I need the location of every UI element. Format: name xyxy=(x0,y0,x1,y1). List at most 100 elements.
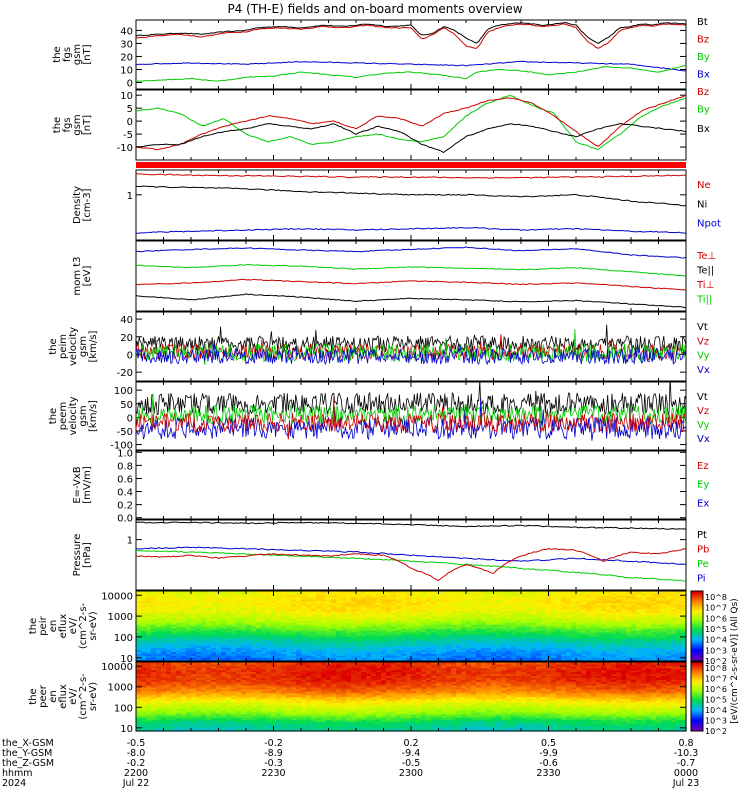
heatmap-cell xyxy=(661,645,667,648)
heatmap-cell xyxy=(136,723,142,726)
heatmap-cell xyxy=(606,727,612,730)
heatmap-cell xyxy=(356,618,362,621)
heatmap-cell xyxy=(171,657,177,660)
heatmap-cell xyxy=(636,610,642,613)
heatmap-cell xyxy=(236,614,242,617)
heatmap-cell xyxy=(486,591,492,594)
heatmap-cell xyxy=(226,598,232,602)
heatmap-cell xyxy=(576,610,582,613)
heatmap-cell xyxy=(281,629,287,633)
heatmap-cell xyxy=(271,606,277,610)
heatmap-cell xyxy=(601,622,607,625)
heatmap-cell xyxy=(141,651,147,654)
heatmap-cell xyxy=(246,618,252,621)
heatmap-cell xyxy=(336,729,342,732)
heatmap-cell xyxy=(326,602,332,606)
heatmap-cell xyxy=(281,598,287,602)
heatmap-cell xyxy=(141,606,147,610)
heatmap-cell xyxy=(156,657,162,660)
heatmap-cell xyxy=(676,659,682,662)
heatmap-cell xyxy=(316,653,322,656)
heatmap-cell xyxy=(311,596,317,600)
heatmap-cell xyxy=(596,594,602,598)
heatmap-cell xyxy=(321,649,327,652)
heatmap-cell xyxy=(246,606,252,610)
heatmap-cell xyxy=(146,649,152,652)
heatmap-cell xyxy=(261,633,267,637)
heatmap-cell xyxy=(586,649,592,652)
heatmap-cell xyxy=(611,629,617,633)
heatmap-cell xyxy=(191,651,197,654)
heatmap-cell xyxy=(236,651,242,654)
heatmap-cell xyxy=(231,659,237,662)
heatmap-cell xyxy=(486,723,492,726)
heatmap-cell xyxy=(636,591,642,594)
heatmap-cell xyxy=(236,637,242,641)
heatmap-cell xyxy=(531,723,537,726)
heatmap-cell xyxy=(336,600,342,604)
heatmap-cell xyxy=(491,626,497,629)
heatmap-cell xyxy=(181,596,187,600)
heatmap-cell xyxy=(426,624,432,627)
panel-frame xyxy=(135,169,687,241)
heatmap-cell xyxy=(616,649,622,652)
heatmap-cell xyxy=(346,641,352,645)
heatmap-cell xyxy=(196,651,202,654)
heatmap-cell xyxy=(466,639,472,643)
heatmap-cell xyxy=(656,600,662,604)
heatmap-cell xyxy=(476,610,482,613)
heatmap-cell xyxy=(496,643,502,647)
heatmap-cell xyxy=(136,608,142,612)
heatmap-cell xyxy=(606,645,612,648)
heatmap-cell xyxy=(166,620,172,623)
heatmap-cell xyxy=(456,592,462,596)
heatmap-cell xyxy=(376,655,382,658)
heatmap-cell xyxy=(616,592,622,596)
heatmap-cell xyxy=(246,627,252,631)
heatmap-cell xyxy=(211,626,217,629)
heatmap-cell xyxy=(141,643,147,647)
heatmap-cell xyxy=(411,651,417,654)
heatmap-cell xyxy=(196,643,202,647)
heatmap-cell xyxy=(606,610,612,613)
heatmap-cell xyxy=(461,606,467,610)
heatmap-cell xyxy=(291,591,297,594)
heatmap-cell xyxy=(461,651,467,654)
heatmap-cell xyxy=(616,602,622,606)
heatmap-cell xyxy=(346,612,352,615)
heatmap-cell xyxy=(156,612,162,615)
heatmap-cell xyxy=(561,620,567,623)
heatmap-cell xyxy=(551,629,557,633)
heatmap-cell xyxy=(576,633,582,637)
heatmap-cell xyxy=(316,725,322,728)
heatmap-cell xyxy=(361,633,367,637)
heatmap-cell xyxy=(296,591,302,594)
heatmap-cell xyxy=(481,657,487,660)
heatmap-cell xyxy=(386,598,392,602)
heatmap-cell xyxy=(401,653,407,656)
heatmap-cell xyxy=(481,612,487,615)
heatmap-cell xyxy=(231,643,237,647)
heatmap-cell xyxy=(326,622,332,625)
heatmap-cell xyxy=(201,600,207,604)
heatmap-cell xyxy=(611,592,617,596)
heatmap-cell xyxy=(236,629,242,633)
heatmap-cell xyxy=(431,641,437,645)
heatmap-cell xyxy=(266,624,272,627)
heatmap-cell xyxy=(251,633,257,637)
heatmap-cell xyxy=(146,606,152,610)
heatmap-cell xyxy=(591,657,597,660)
heatmap-cell xyxy=(661,616,667,619)
heatmap-cell xyxy=(236,643,242,647)
heatmap-cell xyxy=(286,729,292,732)
heatmap-cell xyxy=(676,618,682,621)
heatmap-cell xyxy=(246,659,252,662)
heatmap-cell xyxy=(341,594,347,598)
heatmap-cell xyxy=(351,610,357,613)
heatmap-cell xyxy=(391,629,397,633)
heatmap-cell xyxy=(681,618,687,621)
heatmap-cell xyxy=(266,600,272,604)
heatmap-cell xyxy=(621,627,627,631)
heatmap-cell xyxy=(491,600,497,604)
heatmap-cell xyxy=(536,596,542,600)
